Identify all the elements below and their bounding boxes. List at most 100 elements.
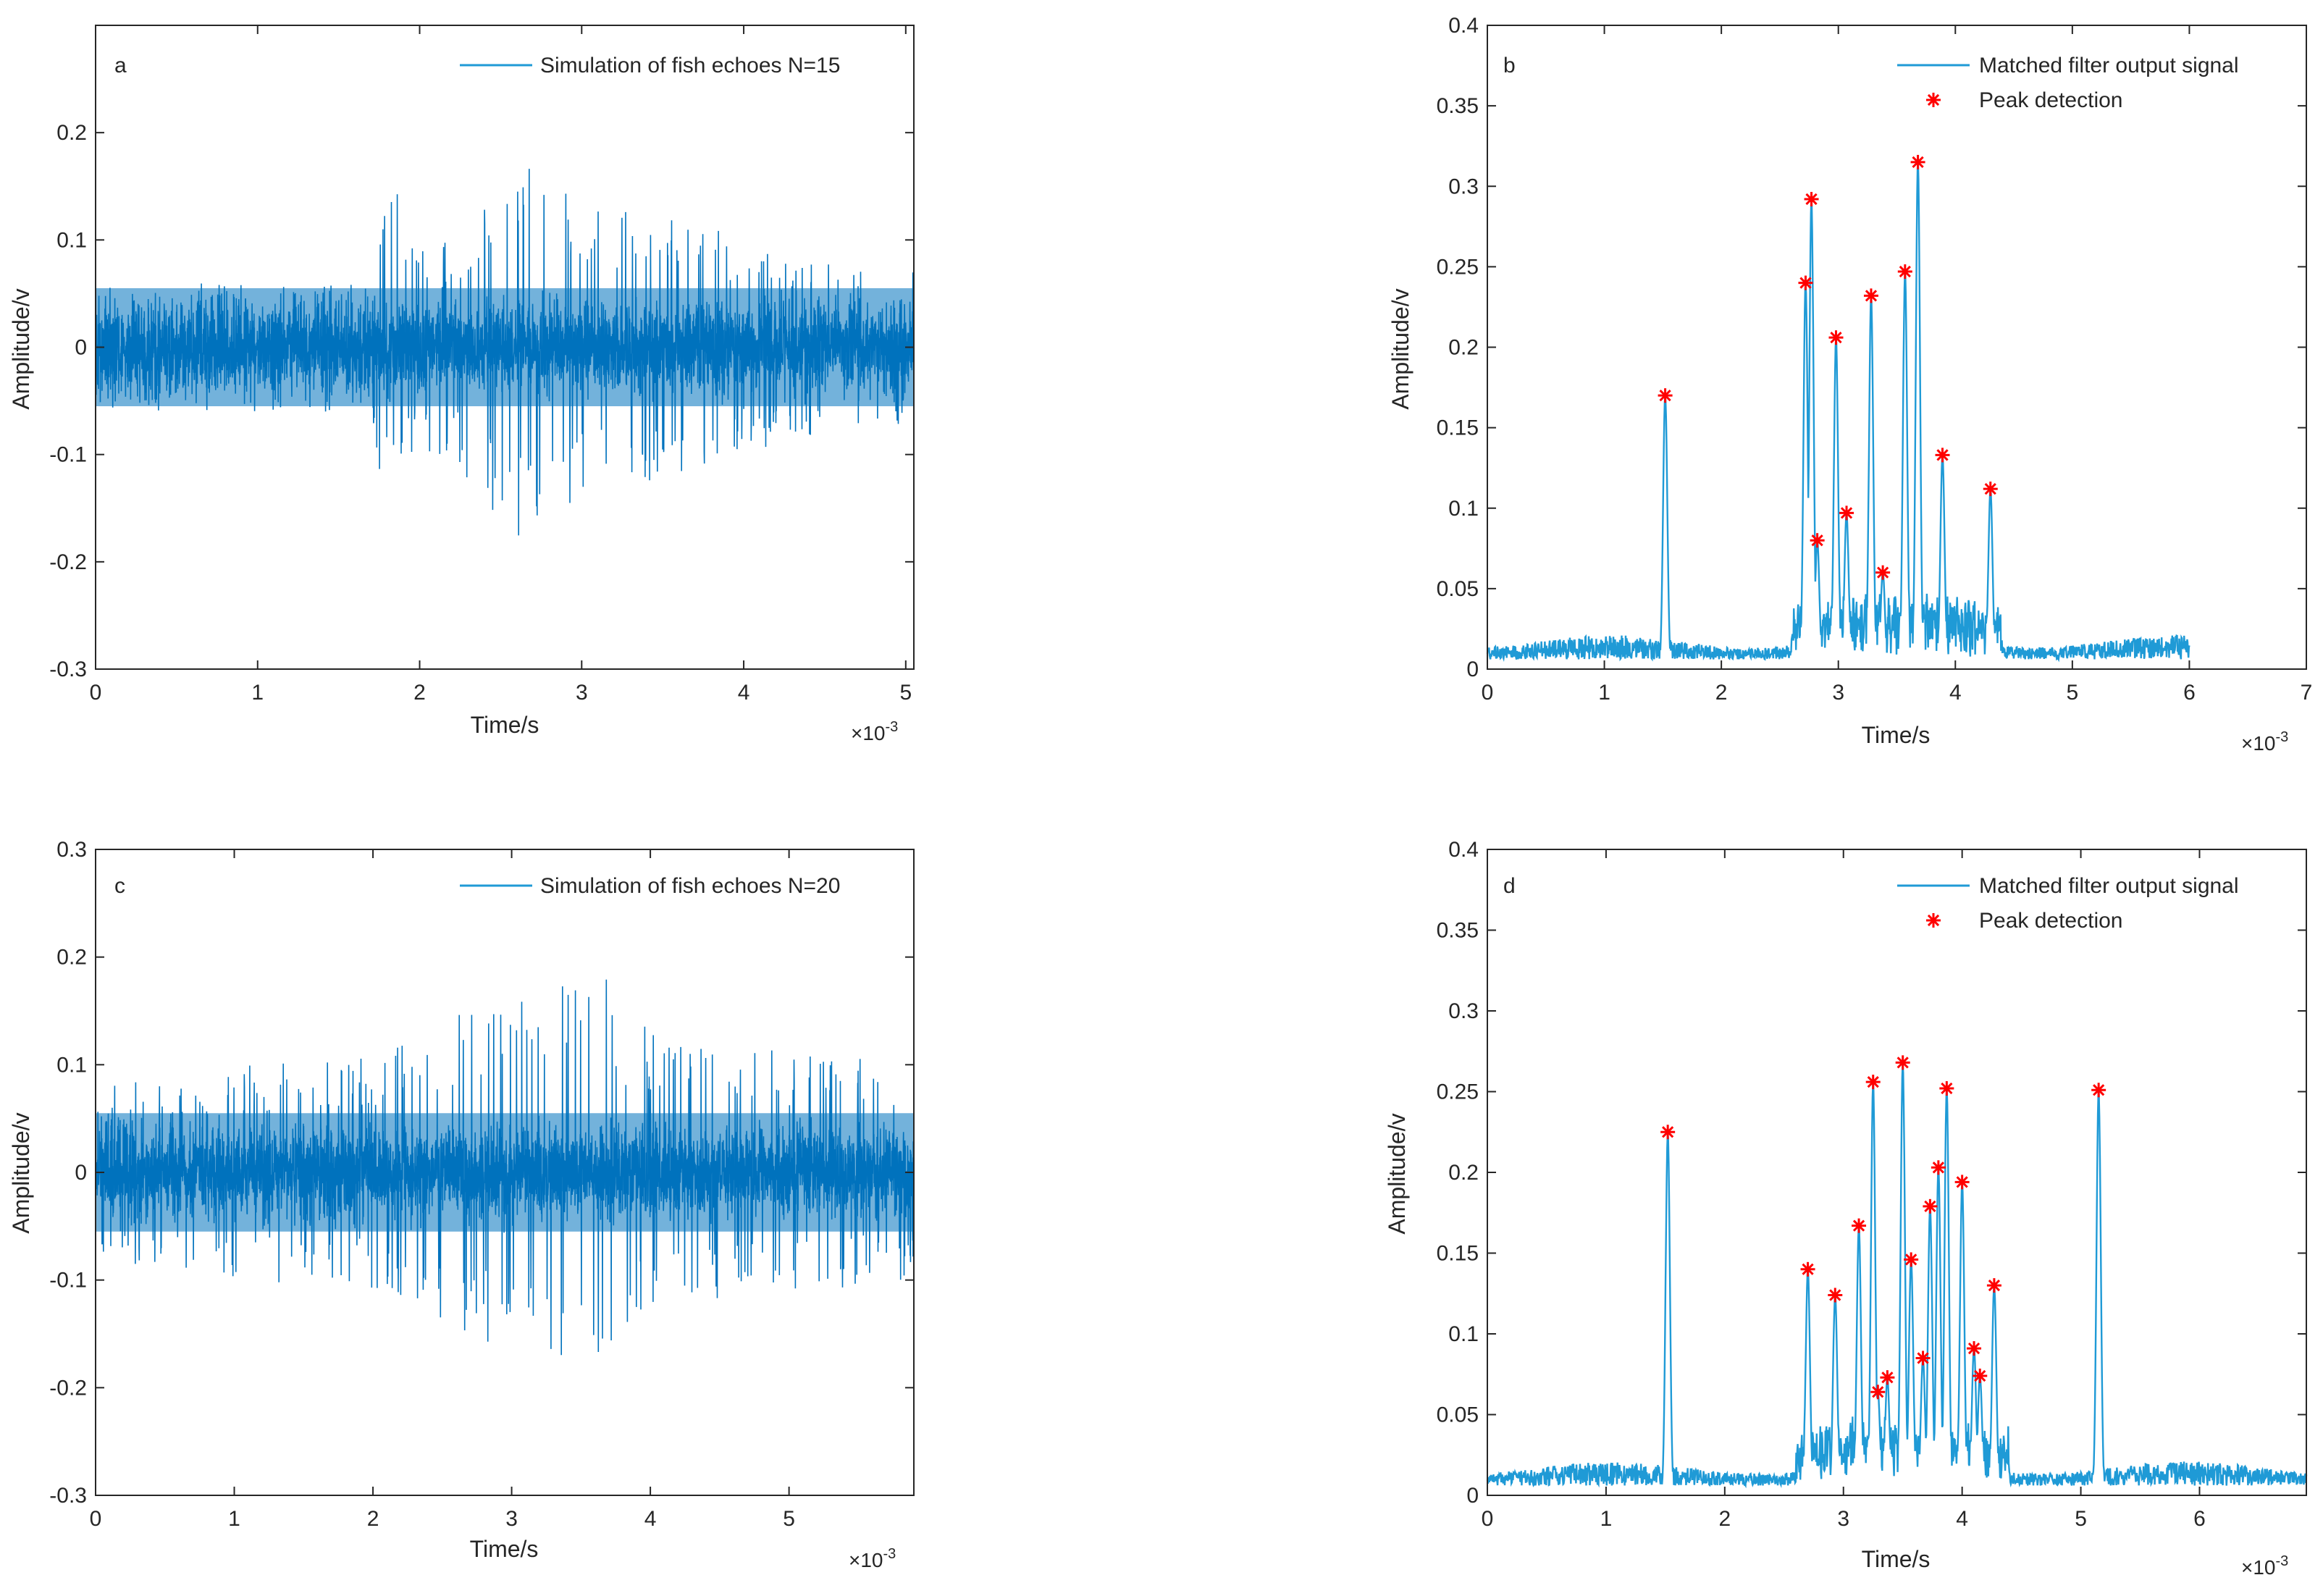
y-axis-label: Amplitude/v: [1384, 1113, 1410, 1234]
peak-marker: [1939, 1081, 1954, 1096]
y-tick-label: -0.1: [49, 443, 87, 467]
y-tick-label: 0.2: [56, 946, 87, 970]
peak-marker: [1865, 1075, 1881, 1090]
peak-marker: [1839, 505, 1854, 521]
y-tick-label: 0.1: [1448, 497, 1479, 521]
panel-label: a: [114, 54, 127, 77]
x-tick-label: 1: [228, 1507, 240, 1531]
panel-a-chart: a Time/s Amplitude/v ×10-3 Simulation of…: [8, 25, 915, 744]
legend-asterisk-sample: [1926, 913, 1941, 928]
peak-marker: [1804, 192, 1819, 207]
axes-box: [1487, 25, 2307, 670]
peak-marker: [1875, 565, 1891, 580]
legend-entry-signal: Matched filter output signal: [1979, 54, 2239, 77]
x-exponent-label: ×10-3: [2241, 729, 2288, 755]
x-tick-label: 1: [1600, 1507, 1613, 1531]
x-tick-label: 2: [1718, 1507, 1731, 1531]
panel-b-chart: b Time/s Amplitude/v ×10-3 Matched filte…: [1387, 14, 2312, 755]
x-tick-label: 0: [1482, 1507, 1494, 1531]
x-tick-label: 1: [251, 681, 264, 705]
peak-marker: [1800, 1261, 1815, 1277]
peak-marker: [1904, 1252, 1919, 1267]
x-exponent-base: ×10: [2241, 1556, 2276, 1579]
y-tick-label: 0.05: [1437, 1403, 1479, 1427]
y-tick-label: 0.3: [1448, 999, 1479, 1023]
x-tick-label: 5: [2067, 681, 2079, 705]
x-tick-label: 3: [505, 1507, 518, 1531]
signal-core-band: [96, 1113, 914, 1232]
peak-marker: [1895, 1055, 1910, 1070]
signal-series-line: [1486, 162, 2190, 663]
y-tick-label: 0.3: [1448, 175, 1479, 198]
y-axis-label: Amplitude/v: [8, 1112, 34, 1233]
panel-label: d: [1503, 874, 1516, 898]
x-tick-label: 3: [1832, 681, 1844, 705]
y-tick-label: -0.1: [49, 1269, 87, 1293]
peak-marker: [1852, 1218, 1867, 1233]
x-tick-label: 5: [2075, 1507, 2087, 1531]
x-exponent-label: ×10-3: [851, 719, 898, 744]
peak-marker: [1870, 1385, 1886, 1400]
panel-c-chart: c Time/s Amplitude/v ×10-3 Simulation of…: [8, 838, 915, 1571]
x-tick-label: 0: [1482, 681, 1494, 705]
x-tick-label: 4: [644, 1507, 657, 1531]
y-tick-label: -0.2: [49, 550, 87, 574]
peak-marker: [1828, 1288, 1843, 1303]
axes-box: [1487, 849, 2307, 1496]
plot-area: [1486, 154, 2190, 663]
x-tick-label: 6: [2193, 1507, 2206, 1531]
x-exponent-power: -3: [883, 1546, 896, 1562]
x-tick-label: 5: [899, 681, 912, 705]
peak-marker: [1983, 482, 1998, 497]
y-tick-label: -0.3: [49, 1484, 87, 1508]
y-tick-label: 0.4: [1448, 838, 1479, 862]
y-tick-label: 0.4: [1448, 14, 1479, 38]
peak-marker: [1915, 1351, 1931, 1366]
y-tick-label: 0: [1466, 658, 1479, 681]
x-tick-label: 7: [2301, 681, 2313, 705]
x-axis-label: Time/s: [471, 712, 539, 738]
y-tick-label: 0: [1466, 1484, 1479, 1508]
y-tick-label: 0.15: [1437, 416, 1479, 440]
plot-area: [1486, 1055, 2308, 1489]
y-tick-label: 0.35: [1437, 94, 1479, 118]
x-tick-label: 2: [413, 681, 426, 705]
peak-marker: [1660, 1125, 1676, 1140]
peak-marker: [1828, 330, 1844, 345]
peak-marker: [1897, 264, 1912, 280]
peak-marker: [1863, 288, 1878, 303]
legend-entry-signal: Simulation of fish echoes N=15: [540, 54, 840, 77]
y-axis-label: Amplitude/v: [1387, 288, 1413, 409]
x-tick-label: 0: [90, 681, 102, 705]
x-exponent-power: -3: [2276, 1553, 2289, 1569]
plot-area: [95, 169, 915, 536]
x-tick-label: 0: [90, 1507, 102, 1531]
peak-marker: [1986, 1278, 2001, 1293]
y-tick-label: -0.3: [49, 658, 87, 681]
panel-d-chart: d Time/s Amplitude/v ×10-3 Matched filte…: [1384, 838, 2308, 1579]
peak-marker: [1935, 448, 1950, 463]
y-tick-label: 0.1: [56, 1053, 87, 1077]
y-tick-label: 0: [75, 1161, 87, 1185]
legend-entry-peaks: Peak detection: [1979, 909, 2122, 933]
peak-marker: [1798, 275, 1813, 290]
x-tick-label: 1: [1598, 681, 1610, 705]
y-tick-label: 0.25: [1437, 1080, 1479, 1104]
y-tick-label: -0.2: [49, 1376, 87, 1400]
x-tick-label: 4: [1949, 681, 1962, 705]
y-tick-label: 0.25: [1437, 255, 1479, 279]
x-tick-label: 3: [1837, 1507, 1849, 1531]
peak-marker: [1931, 1160, 1946, 1175]
panel-label: c: [114, 874, 125, 898]
peak-marker: [1967, 1341, 1982, 1356]
x-axis-label: Time/s: [470, 1536, 539, 1562]
peak-marker: [1973, 1368, 1988, 1383]
x-tick-label: 2: [1715, 681, 1728, 705]
y-tick-label: 0.05: [1437, 577, 1479, 601]
y-tick-label: 0.2: [56, 121, 87, 145]
x-exponent-power: -3: [2276, 729, 2289, 745]
x-exponent-base: ×10: [851, 722, 886, 744]
peak-marker: [1810, 533, 1825, 548]
x-exponent-power: -3: [886, 719, 899, 735]
